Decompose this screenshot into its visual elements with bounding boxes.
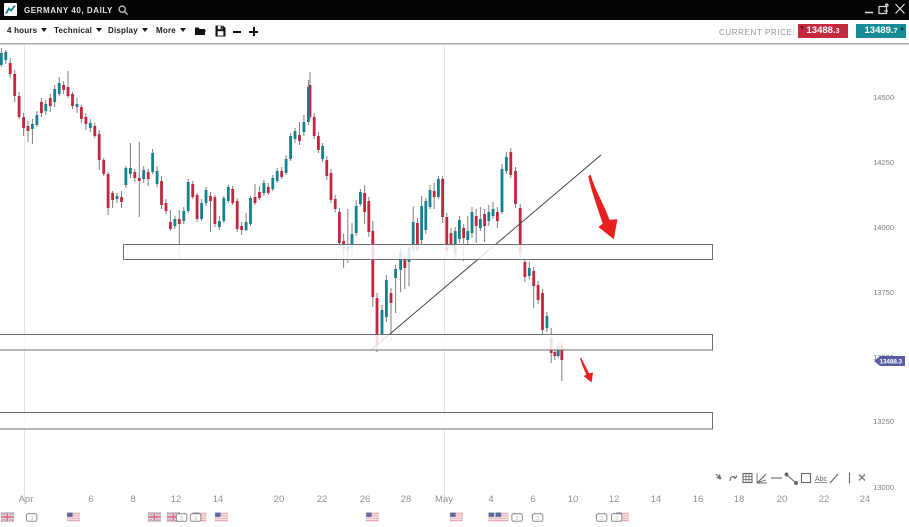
svg-text:3: 3 [536, 516, 539, 522]
svg-text:4: 4 [488, 494, 493, 505]
svg-text:20: 20 [777, 494, 788, 505]
svg-text:10: 10 [568, 494, 579, 505]
svg-text:3: 3 [516, 516, 519, 522]
svg-text:18: 18 [734, 494, 745, 505]
svg-text:6: 6 [88, 494, 93, 505]
svg-text:3: 3 [180, 516, 183, 522]
svg-text:12: 12 [609, 494, 620, 505]
svg-text:14250: 14250 [873, 158, 894, 167]
svg-text:8: 8 [130, 494, 135, 505]
svg-text:3: 3 [30, 516, 33, 522]
svg-text:May: May [435, 494, 453, 505]
svg-text:Abc: Abc [815, 476, 828, 483]
svg-text:13750: 13750 [873, 288, 894, 297]
svg-text:14: 14 [651, 494, 662, 505]
svg-text:26: 26 [360, 494, 371, 505]
svg-text:16: 16 [693, 494, 704, 505]
svg-text:13250: 13250 [873, 417, 894, 426]
svg-text:28: 28 [401, 494, 412, 505]
svg-text:24: 24 [860, 494, 871, 505]
svg-text:14500: 14500 [873, 93, 894, 102]
svg-text:3: 3 [194, 516, 197, 522]
svg-text:12: 12 [171, 494, 182, 505]
svg-text:3: 3 [615, 516, 618, 522]
svg-text:13000: 13000 [873, 483, 894, 492]
svg-text:20: 20 [274, 494, 285, 505]
svg-text:Apr: Apr [19, 494, 34, 505]
svg-text:14000: 14000 [873, 223, 894, 232]
svg-text:14: 14 [213, 494, 224, 505]
svg-text:3: 3 [600, 516, 603, 522]
svg-text:22: 22 [819, 494, 830, 505]
svg-text:13488.3: 13488.3 [880, 359, 903, 366]
svg-text:6: 6 [530, 494, 535, 505]
svg-text:22: 22 [317, 494, 328, 505]
